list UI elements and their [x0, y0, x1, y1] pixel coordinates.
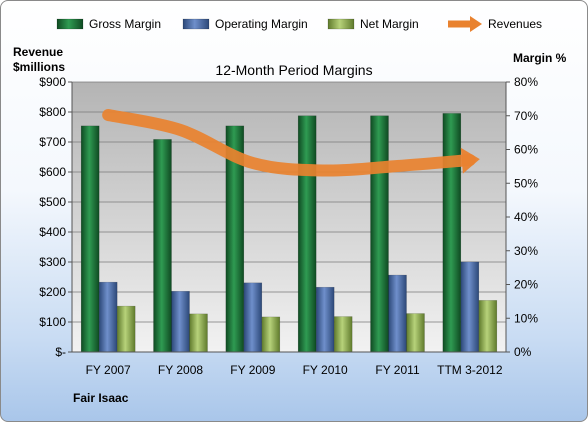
left-tick-label: $100	[39, 315, 66, 329]
bar-gross-margin	[370, 115, 389, 353]
right-tick-label: 40%	[514, 210, 538, 224]
left-tick-label: $-	[55, 345, 66, 359]
left-tick-label: $800	[39, 105, 66, 119]
left-tick-label: $300	[39, 255, 66, 269]
x-tick-label: FY 2010	[303, 363, 348, 377]
revenues-arrowhead	[460, 147, 480, 174]
bar-net-margin	[116, 305, 136, 353]
right-axis-label: Margin %	[513, 51, 567, 65]
x-tick-label: FY 2007	[86, 363, 131, 377]
bar-net-margin	[333, 316, 353, 353]
legend-swatch-arrowhead	[470, 16, 482, 32]
bar-operating-margin	[460, 261, 480, 353]
axes: $- $100 $200 $300 $400 $500 $600 $700 $800 $900 0%…	[39, 75, 538, 377]
right-tick-label: 20%	[514, 278, 538, 292]
right-tick-label: 80%	[514, 75, 538, 89]
bar-net-margin	[406, 313, 425, 353]
bar-gross-margin	[442, 113, 462, 353]
bar-operating-margin	[388, 274, 407, 353]
right-tick-label: 0%	[514, 345, 532, 359]
legend: Gross Margin Operating Margin Net Margin Re…	[56, 16, 542, 32]
right-tick-label: 50%	[514, 176, 538, 190]
right-tick-label: 10%	[514, 311, 538, 325]
left-tick-label: $600	[39, 165, 66, 179]
left-axis-label-line2: $millions	[13, 60, 65, 74]
bar-net-margin	[189, 313, 208, 353]
bar-gross-margin	[153, 139, 172, 353]
left-tick-label: $200	[39, 285, 66, 299]
x-tick-label: TTM 3-2012	[437, 363, 503, 377]
legend-swatch	[182, 18, 210, 30]
bar-operating-margin	[315, 286, 335, 353]
bar-operating-margin	[171, 291, 190, 353]
gridlines	[72, 81, 506, 353]
legend-label: Revenues	[488, 17, 542, 31]
revenues-series	[102, 109, 480, 177]
revenues-line	[102, 109, 476, 177]
x-tick-label: FY 2009	[230, 363, 275, 377]
chart-title: 12-Month Period Margins	[215, 62, 372, 78]
left-tick-label: $700	[39, 135, 66, 149]
legend-label: Gross Margin	[89, 17, 161, 31]
legend-swatch	[327, 18, 355, 30]
bar-gross-margin	[80, 125, 100, 353]
left-axis-label-line1: Revenue	[13, 45, 63, 59]
right-tick-label: 60%	[514, 143, 538, 157]
bar-net-margin	[478, 300, 498, 353]
legend-label: Operating Margin	[215, 17, 308, 31]
bar-gross-margin	[297, 115, 317, 353]
legend-label: Net Margin	[360, 17, 419, 31]
left-tick-label: $500	[39, 195, 66, 209]
right-tick-label: 70%	[514, 109, 538, 123]
company-name: Fair Isaac	[73, 391, 129, 405]
right-tick-label: 30%	[514, 244, 538, 258]
bar-net-margin	[261, 316, 281, 353]
left-tick-label: $900	[39, 75, 66, 89]
bar-operating-margin	[243, 282, 263, 353]
left-tick-label: $400	[39, 225, 66, 239]
x-tick-label: FY 2008	[158, 363, 203, 377]
x-tick-label: FY 2011	[375, 363, 420, 377]
legend-swatch	[56, 18, 84, 30]
bar-operating-margin	[98, 281, 118, 353]
